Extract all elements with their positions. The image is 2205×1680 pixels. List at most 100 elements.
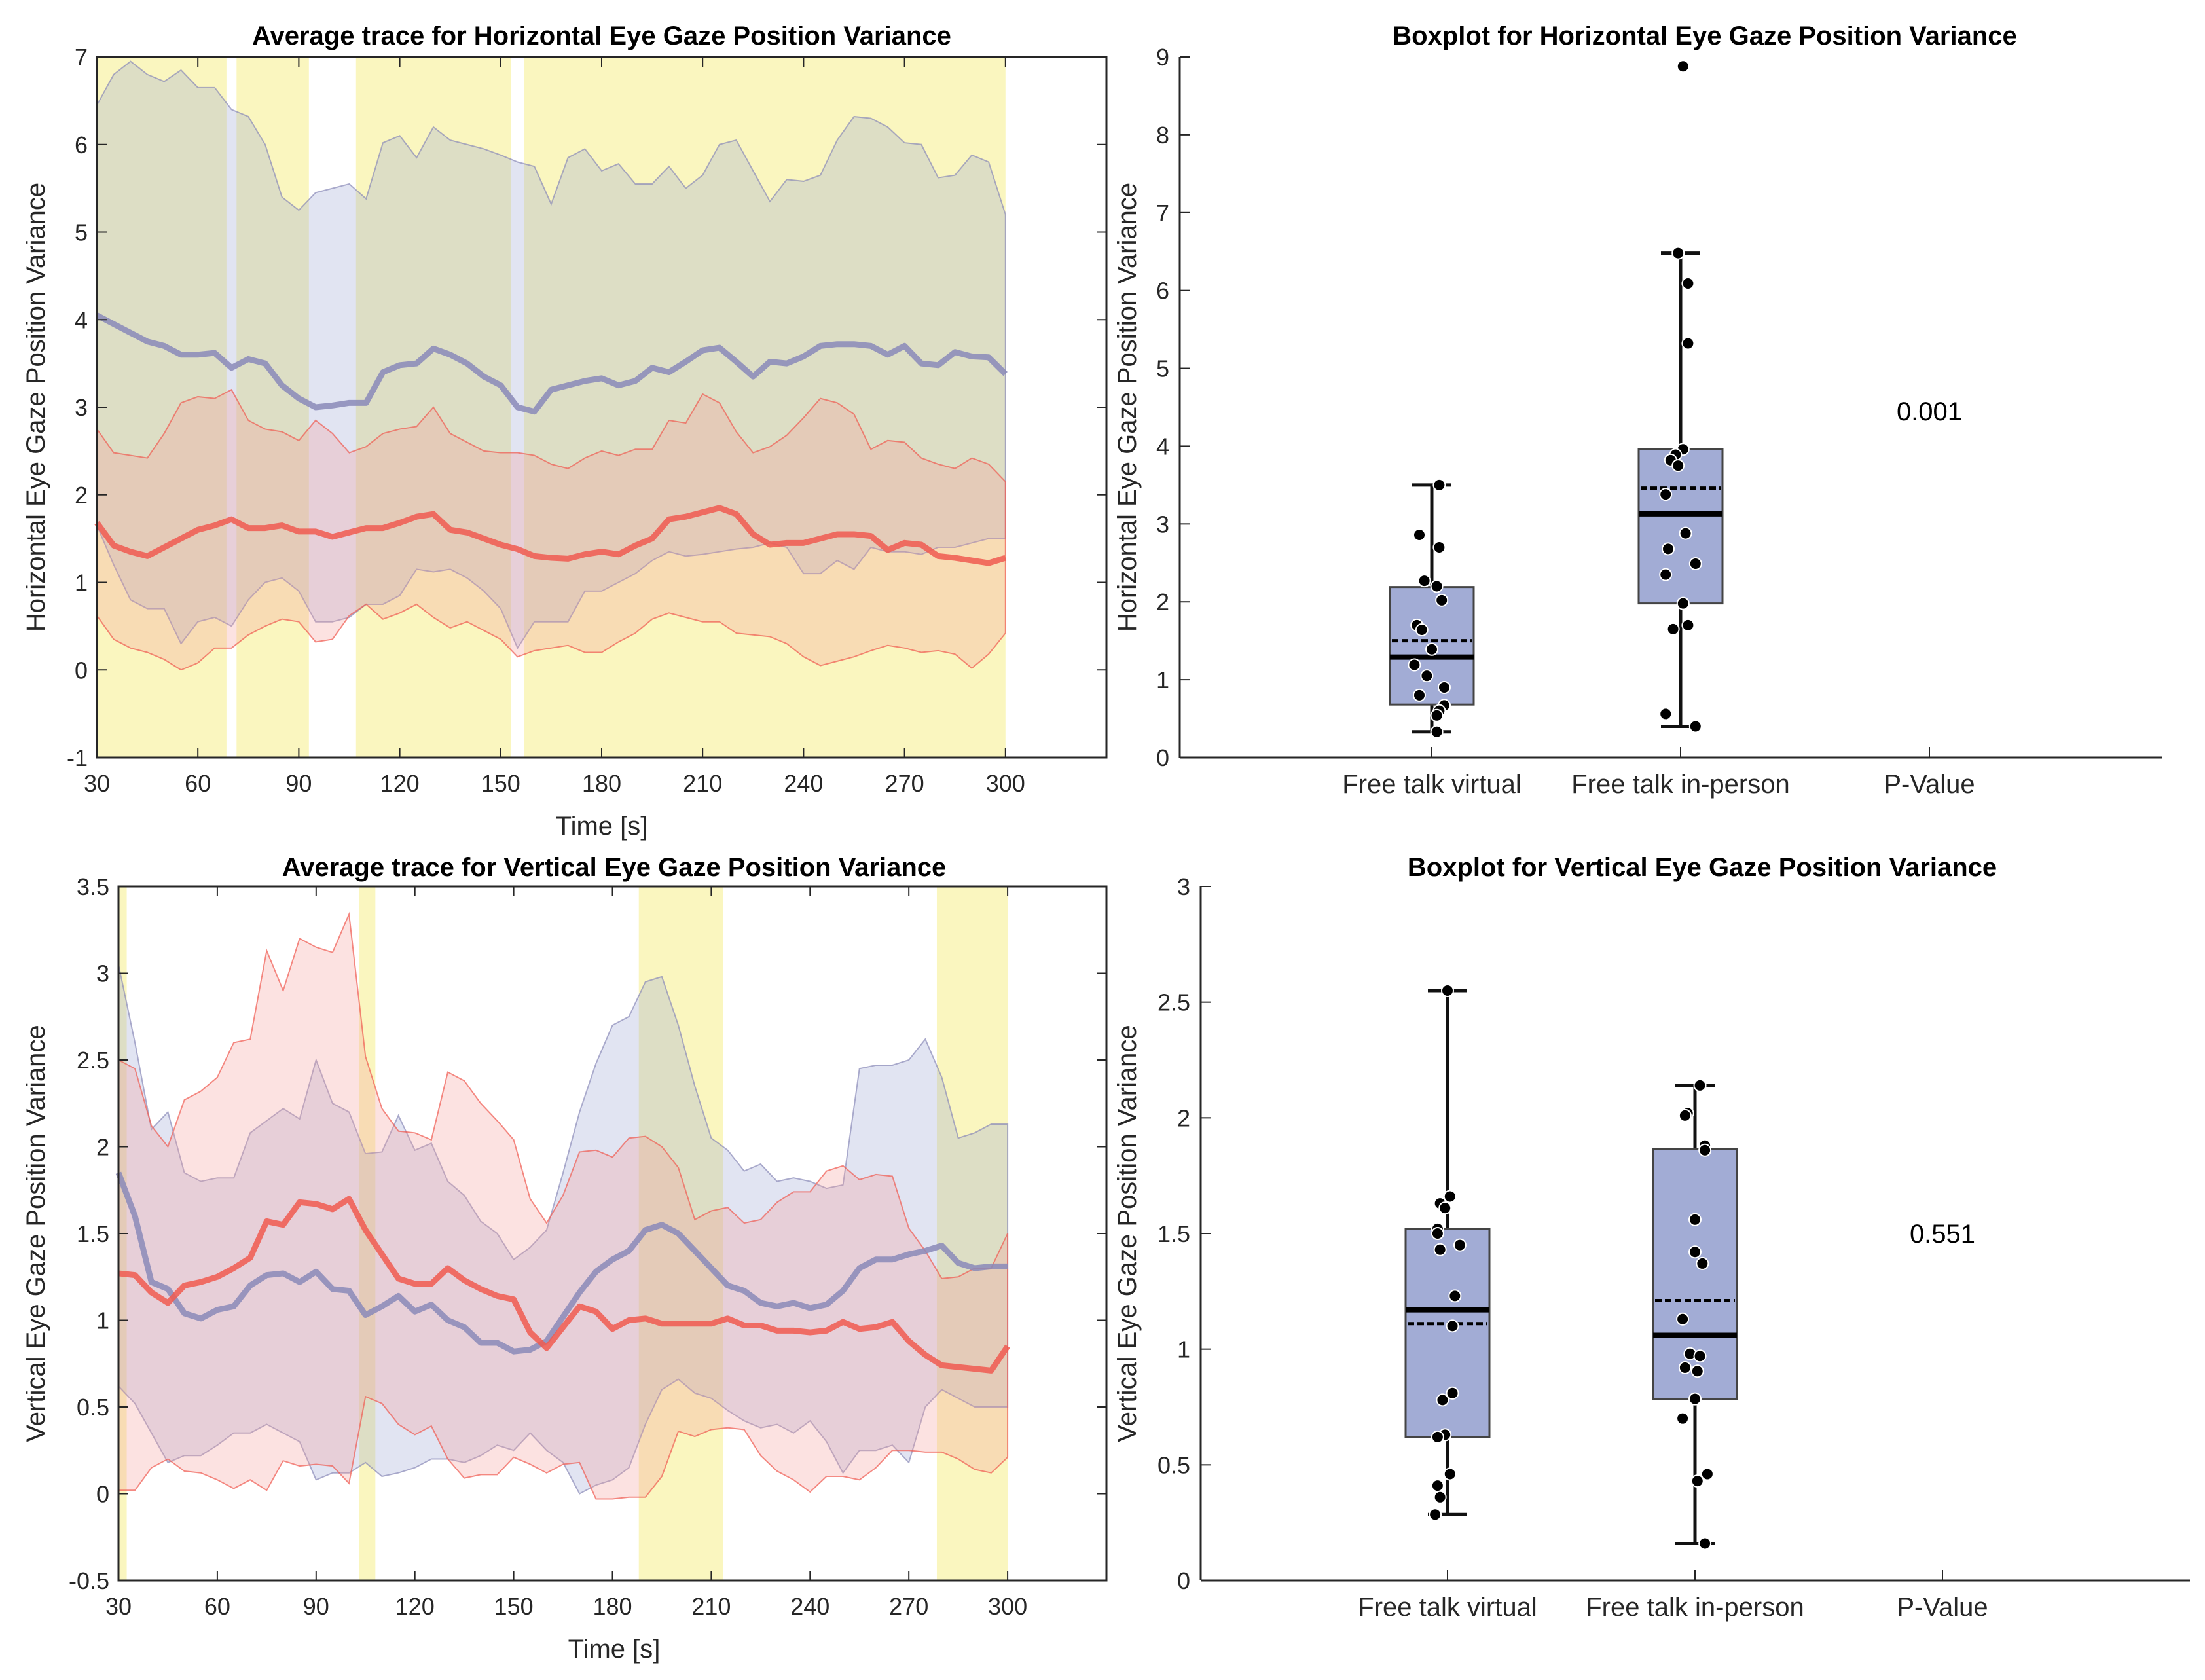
y-tick-label: 4 [75,306,88,333]
data-point [1431,1430,1444,1444]
significance-region [524,57,1006,758]
data-point [1413,688,1426,702]
data-point [1438,681,1451,694]
y-tick-label: 6 [75,132,88,158]
y-tick-label: -1 [67,744,88,771]
data-point [1688,1213,1702,1226]
plot-area [94,57,1008,758]
y-tick-label: 5 [1156,356,1169,382]
y-tick-label: 3 [96,960,109,987]
x-tick-label: 180 [582,770,621,797]
data-point [1436,1393,1449,1407]
data-point [1431,1227,1444,1240]
x-axis-label: Time [s] [556,812,648,841]
x-tick-label: 90 [285,770,312,797]
trace-horizontal-panel: Average trace for Horizontal Eye Gaze Po… [22,22,1108,841]
data-point [1659,568,1673,581]
significance-region [97,57,227,758]
box-in-person [1637,60,1724,733]
data-point [1448,1289,1462,1303]
significance-region [936,886,1008,1580]
x-tick-label: 210 [691,1593,731,1620]
data-point [1690,1474,1704,1488]
data-point [1688,1392,1702,1406]
p-value-label: 0.551 [1910,1220,1975,1249]
x-tick-label: 300 [988,1593,1027,1620]
x-tick-label: P-Value [1897,1593,1988,1622]
box-virtual [1389,478,1475,739]
data-point [1693,1349,1707,1363]
mean-line-red [94,505,1007,566]
x-tick-label: 150 [494,1593,534,1620]
data-point [1698,1537,1712,1550]
mean-line-red [118,1196,1010,1374]
confidence-band-red [96,388,1006,671]
y-tick-label: 2 [1156,589,1169,615]
data-point [1443,1190,1457,1203]
y-tick-label: 1 [1156,667,1169,693]
x-tick-label: Free talk virtual [1358,1593,1537,1622]
data-point [1415,623,1429,637]
data-point [1432,478,1446,492]
data-point [1446,1386,1459,1400]
mean-line-blue [95,312,1008,415]
y-tick-label: 3 [75,394,88,421]
x-tick-label: 120 [395,1593,435,1620]
data-point [1438,1201,1452,1215]
x-tick-label: 60 [204,1593,230,1620]
y-tick-label: 7 [1156,200,1169,227]
y-tick-label: 2 [75,482,88,509]
data-point [1676,60,1690,73]
data-point [1441,984,1454,997]
box-iqr [1652,1148,1738,1400]
x-tick-label: 300 [986,770,1025,797]
data-point [1676,1412,1690,1425]
y-tick-label: 3 [1156,511,1169,538]
y-tick-label: 1.5 [77,1220,109,1247]
y-tick-label: 3.5 [77,873,109,900]
data-point [1432,541,1446,554]
plot-area [115,886,1010,1580]
data-point [1417,574,1431,588]
y-tick-label: 0 [96,1481,109,1508]
y-tick-label: 6 [1156,278,1169,304]
y-tick-label: 0 [75,657,88,684]
chart-title: Average trace for Horizontal Eye Gaze Po… [252,22,951,50]
data-point [1425,642,1438,656]
data-point [1688,557,1702,570]
p-value-label: 0.001 [1897,397,1962,426]
y-tick-label: 0.5 [1157,1452,1190,1478]
data-point [1430,579,1444,593]
chart-title: Boxplot for Horizontal Eye Gaze Position… [1393,22,2017,50]
data-point [1413,528,1426,541]
y-tick-label: 0 [1177,1567,1190,1594]
mean-line-blue [115,1171,1008,1355]
x-axis-label: Time [s] [568,1635,661,1664]
data-point [1453,1238,1467,1252]
data-point [1676,596,1690,610]
data-point [1446,1319,1459,1333]
data-point [1433,1243,1447,1256]
x-tick-label: 90 [303,1593,329,1620]
data-point [1659,488,1673,502]
data-point [1430,708,1444,722]
box-virtual [1404,984,1491,1522]
x-tick-label: 120 [380,770,420,797]
y-tick-label: 3 [1177,873,1190,900]
x-tick-label: Free talk in-person [1586,1593,1804,1622]
boxplot-vertical-panel: Boxplot for Vertical Eye Gaze Position V… [1113,853,2190,1622]
y-tick-label: 7 [75,44,88,71]
x-tick-label: P-Value [1884,770,1975,799]
x-tick-label: 240 [790,1593,829,1620]
data-point [1678,1360,1692,1374]
y-tick-label: 1 [96,1307,109,1334]
x-tick-label: 60 [185,770,211,797]
box-in-person [1652,1078,1738,1550]
y-axis-label: Vertical Eye Gaze Position Variance [1113,1025,1142,1442]
data-point [1698,1143,1712,1157]
x-tick-label: 150 [481,770,520,797]
x-tick-label: 270 [889,1593,928,1620]
y-tick-label: 2.5 [1157,989,1190,1016]
data-point [1671,459,1685,473]
data-point [1693,1078,1707,1092]
